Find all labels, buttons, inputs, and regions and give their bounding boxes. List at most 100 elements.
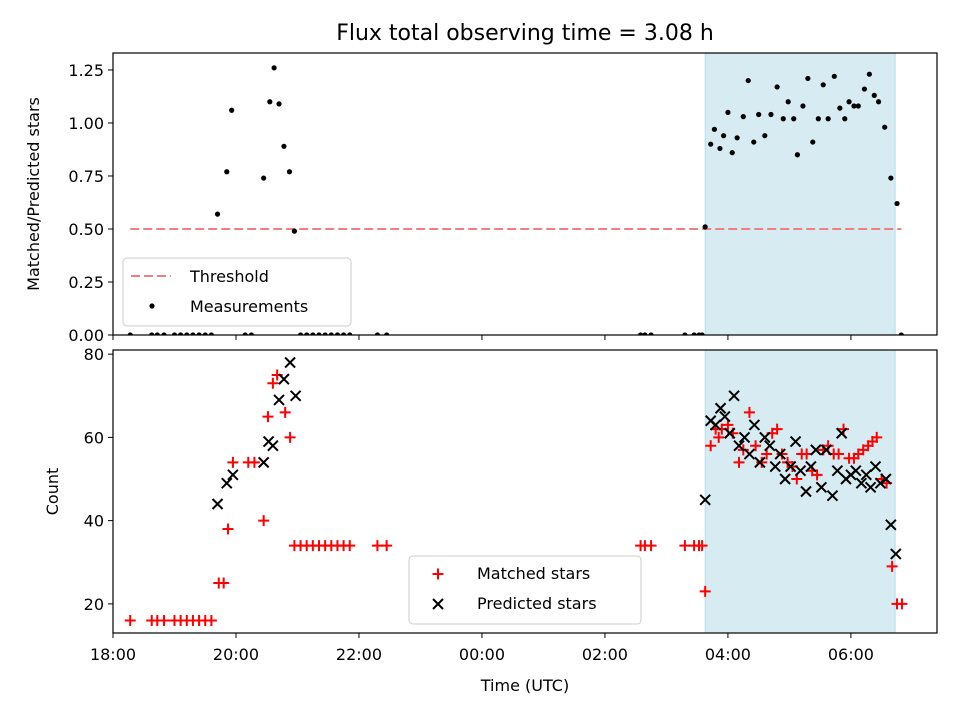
count-xlabel: Time (UTC): [480, 676, 569, 695]
count-point-1-7: [278, 373, 290, 385]
ratio-point-0-23: [297, 332, 304, 335]
legend-predicted-swatch: [432, 598, 444, 610]
ratio-point-0-64: [820, 82, 826, 88]
ratio-ytick-label-2: 0.50: [68, 220, 104, 239]
count-point-0-19: [267, 377, 279, 389]
count-point-1-25: [774, 448, 786, 460]
count-point-0-41: [696, 540, 708, 552]
count-point-0-34: [381, 540, 393, 552]
legend-threshold-label: Threshold: [189, 267, 269, 286]
count-xtick-label-1: 20:00: [213, 645, 259, 664]
ratio-point-0-55: [774, 84, 780, 90]
count-point-1-20: [748, 419, 761, 431]
count-point-1-12: [709, 419, 722, 431]
count-point-0-16: [248, 456, 260, 468]
ratio-point-0-9: [202, 332, 208, 335]
ratio-point-0-5: [178, 332, 184, 335]
count-point-0-3: [158, 615, 170, 627]
ratio-point-0-63: [815, 116, 821, 122]
ratio-axes-frame: [112, 52, 938, 336]
ratio-point-0-20: [281, 143, 287, 149]
ratio-point-0-54: [768, 111, 774, 118]
ratio-point-0-42: [708, 141, 714, 147]
count-point-1-40: [850, 464, 862, 477]
count-point-1-32: [810, 444, 822, 456]
count-point-1-36: [831, 464, 844, 477]
count-point-0-51: [743, 406, 755, 418]
ratio-point-0-29: [334, 332, 341, 335]
ratio-legend: Threshold Measurements: [122, 257, 352, 327]
ratio-point-0-67: [837, 105, 843, 111]
count-point-0-52: [750, 440, 762, 452]
ratio-point-0-24: [304, 332, 310, 335]
ratio-point-0-21: [286, 169, 293, 175]
ratio-ytick-label-1: 0.25: [68, 273, 104, 292]
count-ytick-label-0: 20: [84, 595, 104, 614]
count-point-0-54: [761, 448, 773, 460]
ratio-point-0-16: [261, 175, 267, 181]
count-point-0-49: [733, 456, 745, 468]
ratio-point-0-25: [310, 332, 316, 335]
count-xtick-label-5: 04:00: [705, 645, 751, 664]
count-point-1-13: [714, 402, 727, 414]
ratio-point-0-65: [825, 116, 831, 122]
count-point-1-30: [800, 485, 812, 498]
count-point-1-41: [855, 477, 868, 489]
count-ytick-label-2: 60: [84, 428, 104, 447]
ratio-point-0-41: [702, 224, 708, 230]
ratio-ytick-label-0: 0.00: [68, 326, 104, 345]
count-point-0-33: [371, 540, 383, 552]
ratio-point-0-56: [780, 116, 786, 122]
ratio-point-0-3: [161, 332, 167, 335]
ratio-point-0-52: [756, 111, 762, 118]
ratio-point-0-0: [127, 332, 133, 335]
ratio-ytick-label-5: 1.25: [68, 61, 104, 80]
count-point-1-37: [835, 427, 848, 439]
ratio-point-0-44: [717, 145, 723, 152]
ratio-point-0-19: [276, 101, 282, 107]
ratio-point-0-76: [882, 124, 888, 130]
ratio-point-0-62: [810, 139, 816, 145]
count-xtick-label-0: 18:00: [90, 645, 136, 664]
count-point-1-33: [815, 481, 828, 494]
ratio-point-0-58: [791, 116, 797, 122]
ratio-point-0-79: [898, 332, 904, 335]
legend-matched-label: Matched stars: [477, 564, 590, 583]
count-point-1-15: [724, 427, 736, 439]
ratio-ytick-label-4: 1.00: [68, 114, 104, 133]
count-point-1-27: [784, 460, 797, 473]
count-point-1-0: [211, 498, 224, 510]
count-point-0-53: [756, 456, 768, 468]
ratio-series-measurements: [127, 65, 904, 335]
count-point-0-21: [279, 406, 291, 418]
ratio-point-0-73: [866, 71, 872, 77]
count-axes-frame: [112, 349, 938, 634]
ratio-shaded-span: [704, 53, 896, 335]
count-point-1-18: [738, 431, 751, 444]
ratio-point-0-7: [190, 332, 196, 335]
count-xtick-label-4: 02:00: [582, 645, 628, 664]
ratio-point-0-57: [785, 99, 791, 105]
count-point-0-14: [227, 456, 239, 468]
ratio-point-0-32: [374, 332, 381, 335]
ratio-point-0-46: [725, 109, 731, 115]
ratio-point-0-45: [721, 133, 727, 139]
count-point-1-2: [227, 469, 239, 481]
count-panel: 20 40 60 80 18:00 20:00 22:00 00:00 02:00 04:00 06…: [43, 345, 938, 695]
count-point-0-42: [699, 585, 711, 597]
count-point-0-43: [705, 440, 717, 452]
ratio-point-0-12: [224, 169, 230, 175]
ratio-point-0-68: [842, 116, 848, 122]
ratio-point-0-38: [691, 332, 697, 335]
ratio-point-0-14: [242, 332, 248, 335]
count-point-1-44: [869, 460, 882, 473]
ratio-point-0-15: [248, 332, 254, 335]
ratio-point-0-61: [805, 75, 811, 82]
ratio-point-0-26: [316, 332, 322, 335]
count-point-0-79: [886, 560, 898, 572]
ratio-point-0-71: [855, 103, 861, 109]
count-point-0-68: [833, 448, 845, 460]
count-point-0-45: [713, 431, 725, 443]
count-xtick-label-3: 00:00: [459, 645, 505, 664]
